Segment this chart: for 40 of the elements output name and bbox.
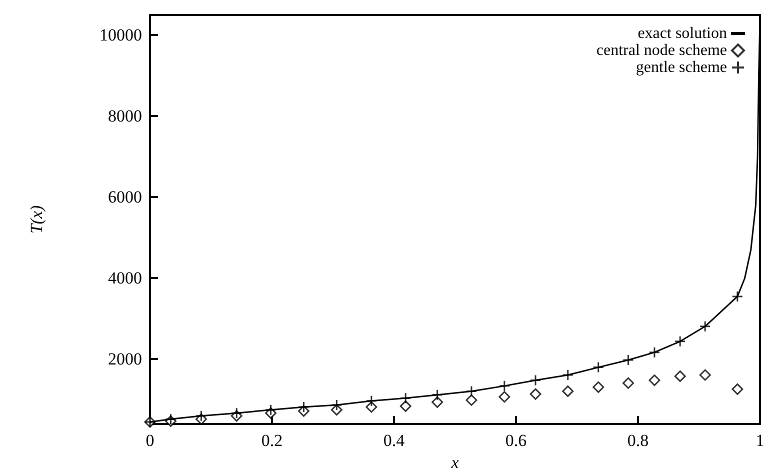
point [622,377,634,389]
legend-label: gentle scheme [636,59,727,76]
legend-label: exact solution [638,25,727,42]
point [498,380,510,392]
point [622,354,634,366]
x-tick-label: 0.8 [627,431,649,450]
point [400,400,412,412]
point [732,290,744,302]
point [330,399,342,411]
legend-label: central node scheme [596,42,727,59]
point [562,385,574,397]
y-tick-label: 2000 [108,350,142,369]
point [432,396,444,408]
x-axis-title: x [450,453,460,472]
y-tick-label: 6000 [108,188,142,207]
point [530,388,542,400]
y-tick-label: 4000 [108,268,142,288]
x-tick-label: 0 [146,431,154,450]
point [699,320,711,332]
x-tick-label: 0.2 [261,431,283,450]
point [648,346,660,358]
point [498,391,510,403]
y-tick-label: 8000 [108,106,142,126]
point [592,381,604,393]
point [674,370,686,382]
y-tick-label: 10000 [100,26,142,45]
point [592,362,604,374]
point [432,389,444,401]
point [562,369,574,381]
point [674,336,686,348]
y-axis-title: T(x) [27,205,46,234]
point [466,394,478,406]
x-tick-label: 1 [756,431,764,450]
point [530,374,542,386]
point [648,374,660,386]
point [699,369,711,381]
point [732,383,744,395]
point [466,385,478,397]
x-tick-label: 0.6 [505,431,527,450]
x-tick-label: 0.4 [383,431,406,450]
